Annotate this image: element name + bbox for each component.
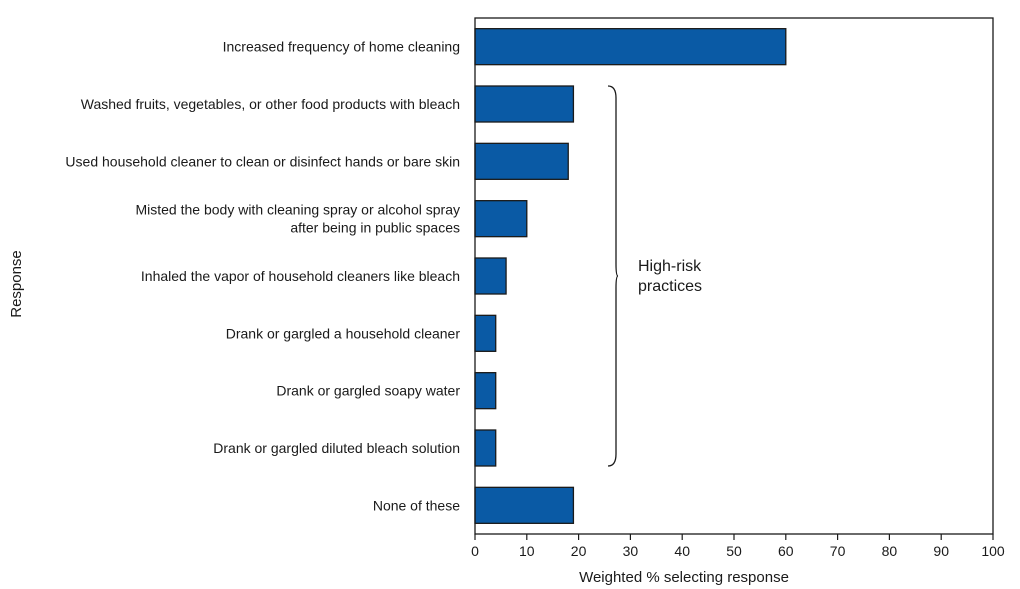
x-tick-label-0: 0 [471, 543, 479, 559]
x-tick-label-1: 10 [519, 543, 535, 559]
x-axis-ticks: 0 10 20 30 40 50 60 70 80 90 100 [471, 534, 1005, 559]
x-tick-label-4: 40 [674, 543, 690, 559]
bar-6 [474, 372, 497, 410]
category-label-2: Used household cleaner to clean or disin… [65, 153, 460, 169]
category-label-3-line-1: after being in public spaces [290, 220, 460, 236]
x-tick-label-8: 80 [882, 543, 898, 559]
bar-0 [474, 28, 787, 66]
category-label-3-line-0: Misted the body with cleaning spray or a… [135, 202, 460, 218]
category-label-6: Drank or gargled soapy water [276, 383, 460, 399]
y-axis-title: Response [8, 250, 25, 318]
annotation-label-line-0: High-risk [638, 258, 702, 275]
x-tick-label-5: 50 [726, 543, 742, 559]
x-axis-title: Weighted % selecting response [579, 569, 789, 586]
category-label-1: Washed fruits, vegetables, or other food… [81, 96, 460, 112]
high-risk-annotation: High-risk practices [607, 85, 702, 467]
bar-2 [474, 142, 569, 180]
category-labels: Increased frequency of home cleaning Wash… [65, 39, 460, 514]
x-tick-label-7: 70 [830, 543, 846, 559]
x-tick-label-3: 30 [623, 543, 639, 559]
category-label-8: None of these [373, 497, 460, 513]
plot-frame [474, 17, 994, 535]
category-label-5: Drank or gargled a household cleaner [226, 325, 461, 341]
x-tick-label-9: 90 [933, 543, 949, 559]
brace-icon [607, 85, 619, 467]
x-tick-label-6: 60 [778, 543, 794, 559]
bar-7 [474, 429, 497, 467]
category-label-7: Drank or gargled diluted bleach solution [213, 440, 460, 456]
category-label-4: Inhaled the vapor of household cleaners … [141, 268, 460, 284]
x-tick-label-2: 20 [571, 543, 587, 559]
bar-4 [474, 257, 507, 295]
x-tick-label-10: 100 [981, 543, 1005, 559]
bar-5 [474, 314, 497, 352]
annotation-label-line-1: practices [638, 278, 702, 295]
bar-1 [474, 85, 575, 123]
bars [474, 28, 787, 524]
bar-3 [474, 200, 528, 238]
category-label-0: Increased frequency of home cleaning [223, 39, 460, 55]
bar-8 [474, 486, 575, 524]
